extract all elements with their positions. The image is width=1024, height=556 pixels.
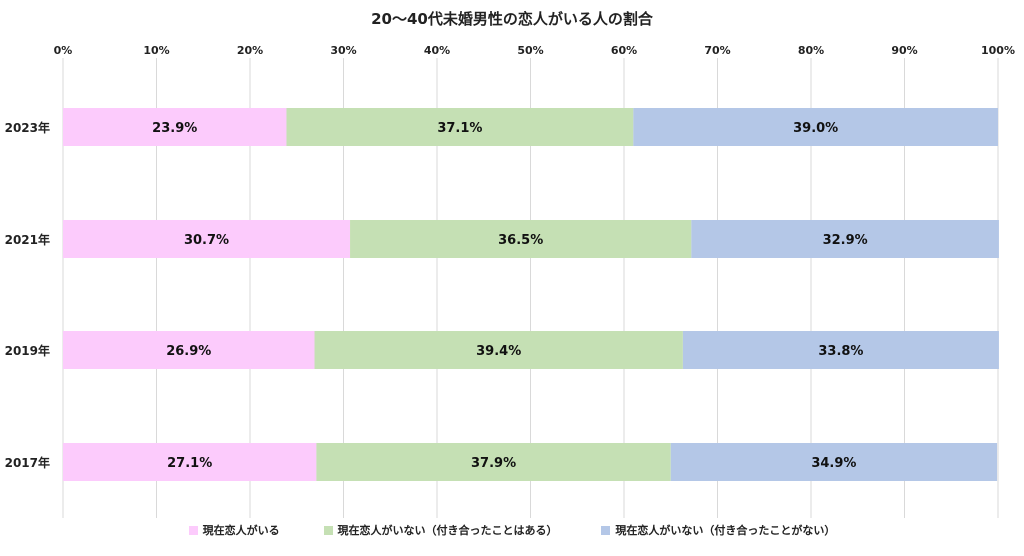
data-label: 39.0% bbox=[793, 121, 838, 136]
x-tick-label: 30% bbox=[330, 44, 356, 57]
x-tick-label: 80% bbox=[798, 44, 824, 57]
bar-segment bbox=[682, 331, 999, 369]
bar-segment bbox=[691, 220, 999, 258]
bar-segment bbox=[314, 331, 683, 369]
bar-segment bbox=[63, 331, 315, 369]
data-label: 27.1% bbox=[167, 456, 212, 471]
x-tick-label: 40% bbox=[424, 44, 450, 57]
bar-segment bbox=[670, 443, 998, 481]
legend-item-series-0: 現在恋人がいる bbox=[188, 522, 280, 538]
data-label: 26.9% bbox=[166, 344, 211, 359]
x-tick-label: 50% bbox=[517, 44, 543, 57]
bar-segment bbox=[316, 443, 671, 481]
legend-item-series-1: 現在恋人がいない（付き合ったことはある） bbox=[323, 522, 558, 538]
data-label: 23.9% bbox=[152, 121, 197, 136]
data-labels: 23.9% 37.1% 39.0% 30.7% 36.5% 32.9% 26.9% 39.4%… bbox=[152, 121, 868, 471]
x-tick-label: 90% bbox=[891, 44, 917, 57]
legend-label-series-0: 現在恋人がいる bbox=[202, 524, 280, 537]
data-label: 37.9% bbox=[471, 456, 516, 471]
legend-swatch-series-2 bbox=[601, 525, 611, 535]
category-label: 2021年 bbox=[5, 232, 50, 247]
x-tick-label: 60% bbox=[611, 44, 637, 57]
x-tick-label: 20% bbox=[237, 44, 263, 57]
bar-segment bbox=[63, 108, 287, 146]
x-axis-ticks: 0% 10% 20% 30% 40% 50% 60% 70% 80% 90% 100% bbox=[54, 44, 1015, 57]
data-label: 39.4% bbox=[476, 344, 521, 359]
data-label: 33.8% bbox=[818, 344, 863, 359]
data-label: 30.7% bbox=[184, 233, 229, 248]
data-label: 32.9% bbox=[823, 233, 868, 248]
bar-segment bbox=[286, 108, 634, 146]
data-label: 37.1% bbox=[437, 121, 482, 136]
chart-title: 20～40代未婚男性の恋人がいる人の割合 bbox=[371, 10, 653, 28]
legend-label-series-2: 現在恋人がいない（付き合ったことがない） bbox=[615, 524, 836, 537]
bar-segment bbox=[63, 220, 351, 258]
legend: 現在恋人がいる 現在恋人がいない（付き合ったことはある） 現在恋人がいない（付き… bbox=[0, 522, 1024, 538]
x-tick-label: 100% bbox=[981, 44, 1015, 57]
y-axis-labels: 2023年 2021年 2019年 2017年 bbox=[5, 120, 50, 470]
legend-swatch-series-0 bbox=[188, 525, 198, 535]
x-tick-label: 10% bbox=[143, 44, 169, 57]
x-tick-label: 0% bbox=[54, 44, 73, 57]
stacked-bar-chart: 0% 10% 20% 30% 40% 50% 60% 70% 80% 90% 100% 23.9% 3… bbox=[5, 44, 1015, 518]
x-tick-label: 70% bbox=[704, 44, 730, 57]
legend-item-series-2: 現在恋人がいない（付き合ったことがない） bbox=[601, 522, 835, 538]
data-label: 36.5% bbox=[498, 233, 543, 248]
data-label: 34.9% bbox=[811, 456, 856, 471]
bar-segment bbox=[63, 443, 317, 481]
category-label: 2019年 bbox=[5, 343, 50, 358]
category-label: 2023年 bbox=[5, 120, 50, 135]
bars bbox=[63, 108, 999, 481]
bar-segment bbox=[350, 220, 692, 258]
category-label: 2017年 bbox=[5, 455, 50, 470]
bar-segment bbox=[633, 108, 998, 146]
legend-swatch-series-1 bbox=[323, 525, 333, 535]
legend-label-series-1: 現在恋人がいない（付き合ったことはある） bbox=[337, 524, 558, 537]
